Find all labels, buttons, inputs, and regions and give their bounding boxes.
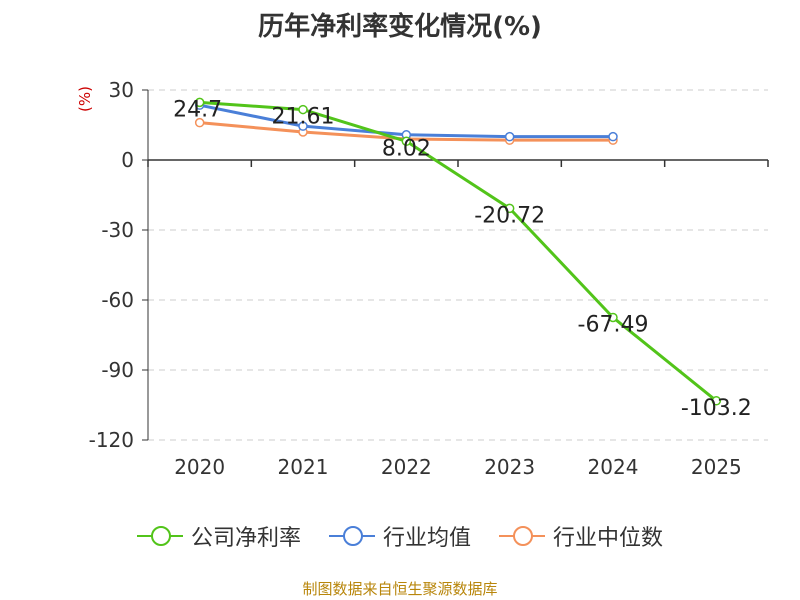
legend-swatch-industry-median (499, 526, 545, 546)
legend-label-company: 公司净利率 (190, 526, 301, 551)
legend-item-industry-median[interactable]: 行业中位数 (499, 520, 663, 552)
legend-item-industry-mean[interactable]: 行业均值 (328, 520, 471, 552)
chart-title: 历年净利率变化情况(%) (258, 12, 542, 42)
series-line-0 (199, 100, 718, 402)
y-tick-label: -90 (101, 358, 134, 382)
legend-swatch-company (136, 526, 183, 546)
data-label: 8.02 (382, 136, 431, 161)
x-tick-label: 2023 (484, 455, 535, 479)
y-tick-label: 30 (109, 78, 134, 102)
legend-item-company[interactable]: 公司净利率 (136, 520, 301, 552)
x-tick-label: 2024 (588, 455, 639, 479)
data-point-0 (298, 104, 308, 115)
legend-swatch-industry-mean (328, 526, 375, 546)
data-point-1 (608, 131, 618, 142)
data-label: -103.2 (681, 396, 752, 421)
x-tick-label: 2021 (278, 455, 329, 479)
y-tick-label: -30 (101, 218, 134, 242)
data-point-0 (401, 136, 412, 147)
data-label: -67.49 (578, 312, 649, 337)
x-tick-label: 2025 (691, 455, 742, 479)
y-tick-label: -120 (89, 428, 134, 452)
data-point-0 (504, 203, 515, 214)
data-point-2 (194, 117, 205, 128)
data-label: 24.7 (173, 97, 222, 122)
x-tick-label: 2020 (174, 455, 225, 479)
legend-label-industry-median: 行业中位数 (553, 526, 664, 551)
legend: 公司净利率 行业均值 行业中位数 (0, 520, 800, 552)
data-point-0 (194, 97, 205, 108)
y-tick-label: -60 (101, 288, 134, 312)
data-point-1 (298, 121, 308, 131)
data-point-0 (711, 396, 722, 406)
data-source: 制图数据来自恒生聚源数据库 (302, 580, 498, 598)
data-label: 21.61 (272, 105, 335, 130)
x-tick-label: 2022 (381, 455, 432, 479)
data-label: -20.72 (474, 203, 545, 228)
legend-label-industry-mean: 行业均值 (382, 526, 471, 551)
data-point-1 (504, 131, 515, 142)
data-point-0 (608, 312, 618, 323)
y-tick-label: 0 (121, 148, 134, 172)
